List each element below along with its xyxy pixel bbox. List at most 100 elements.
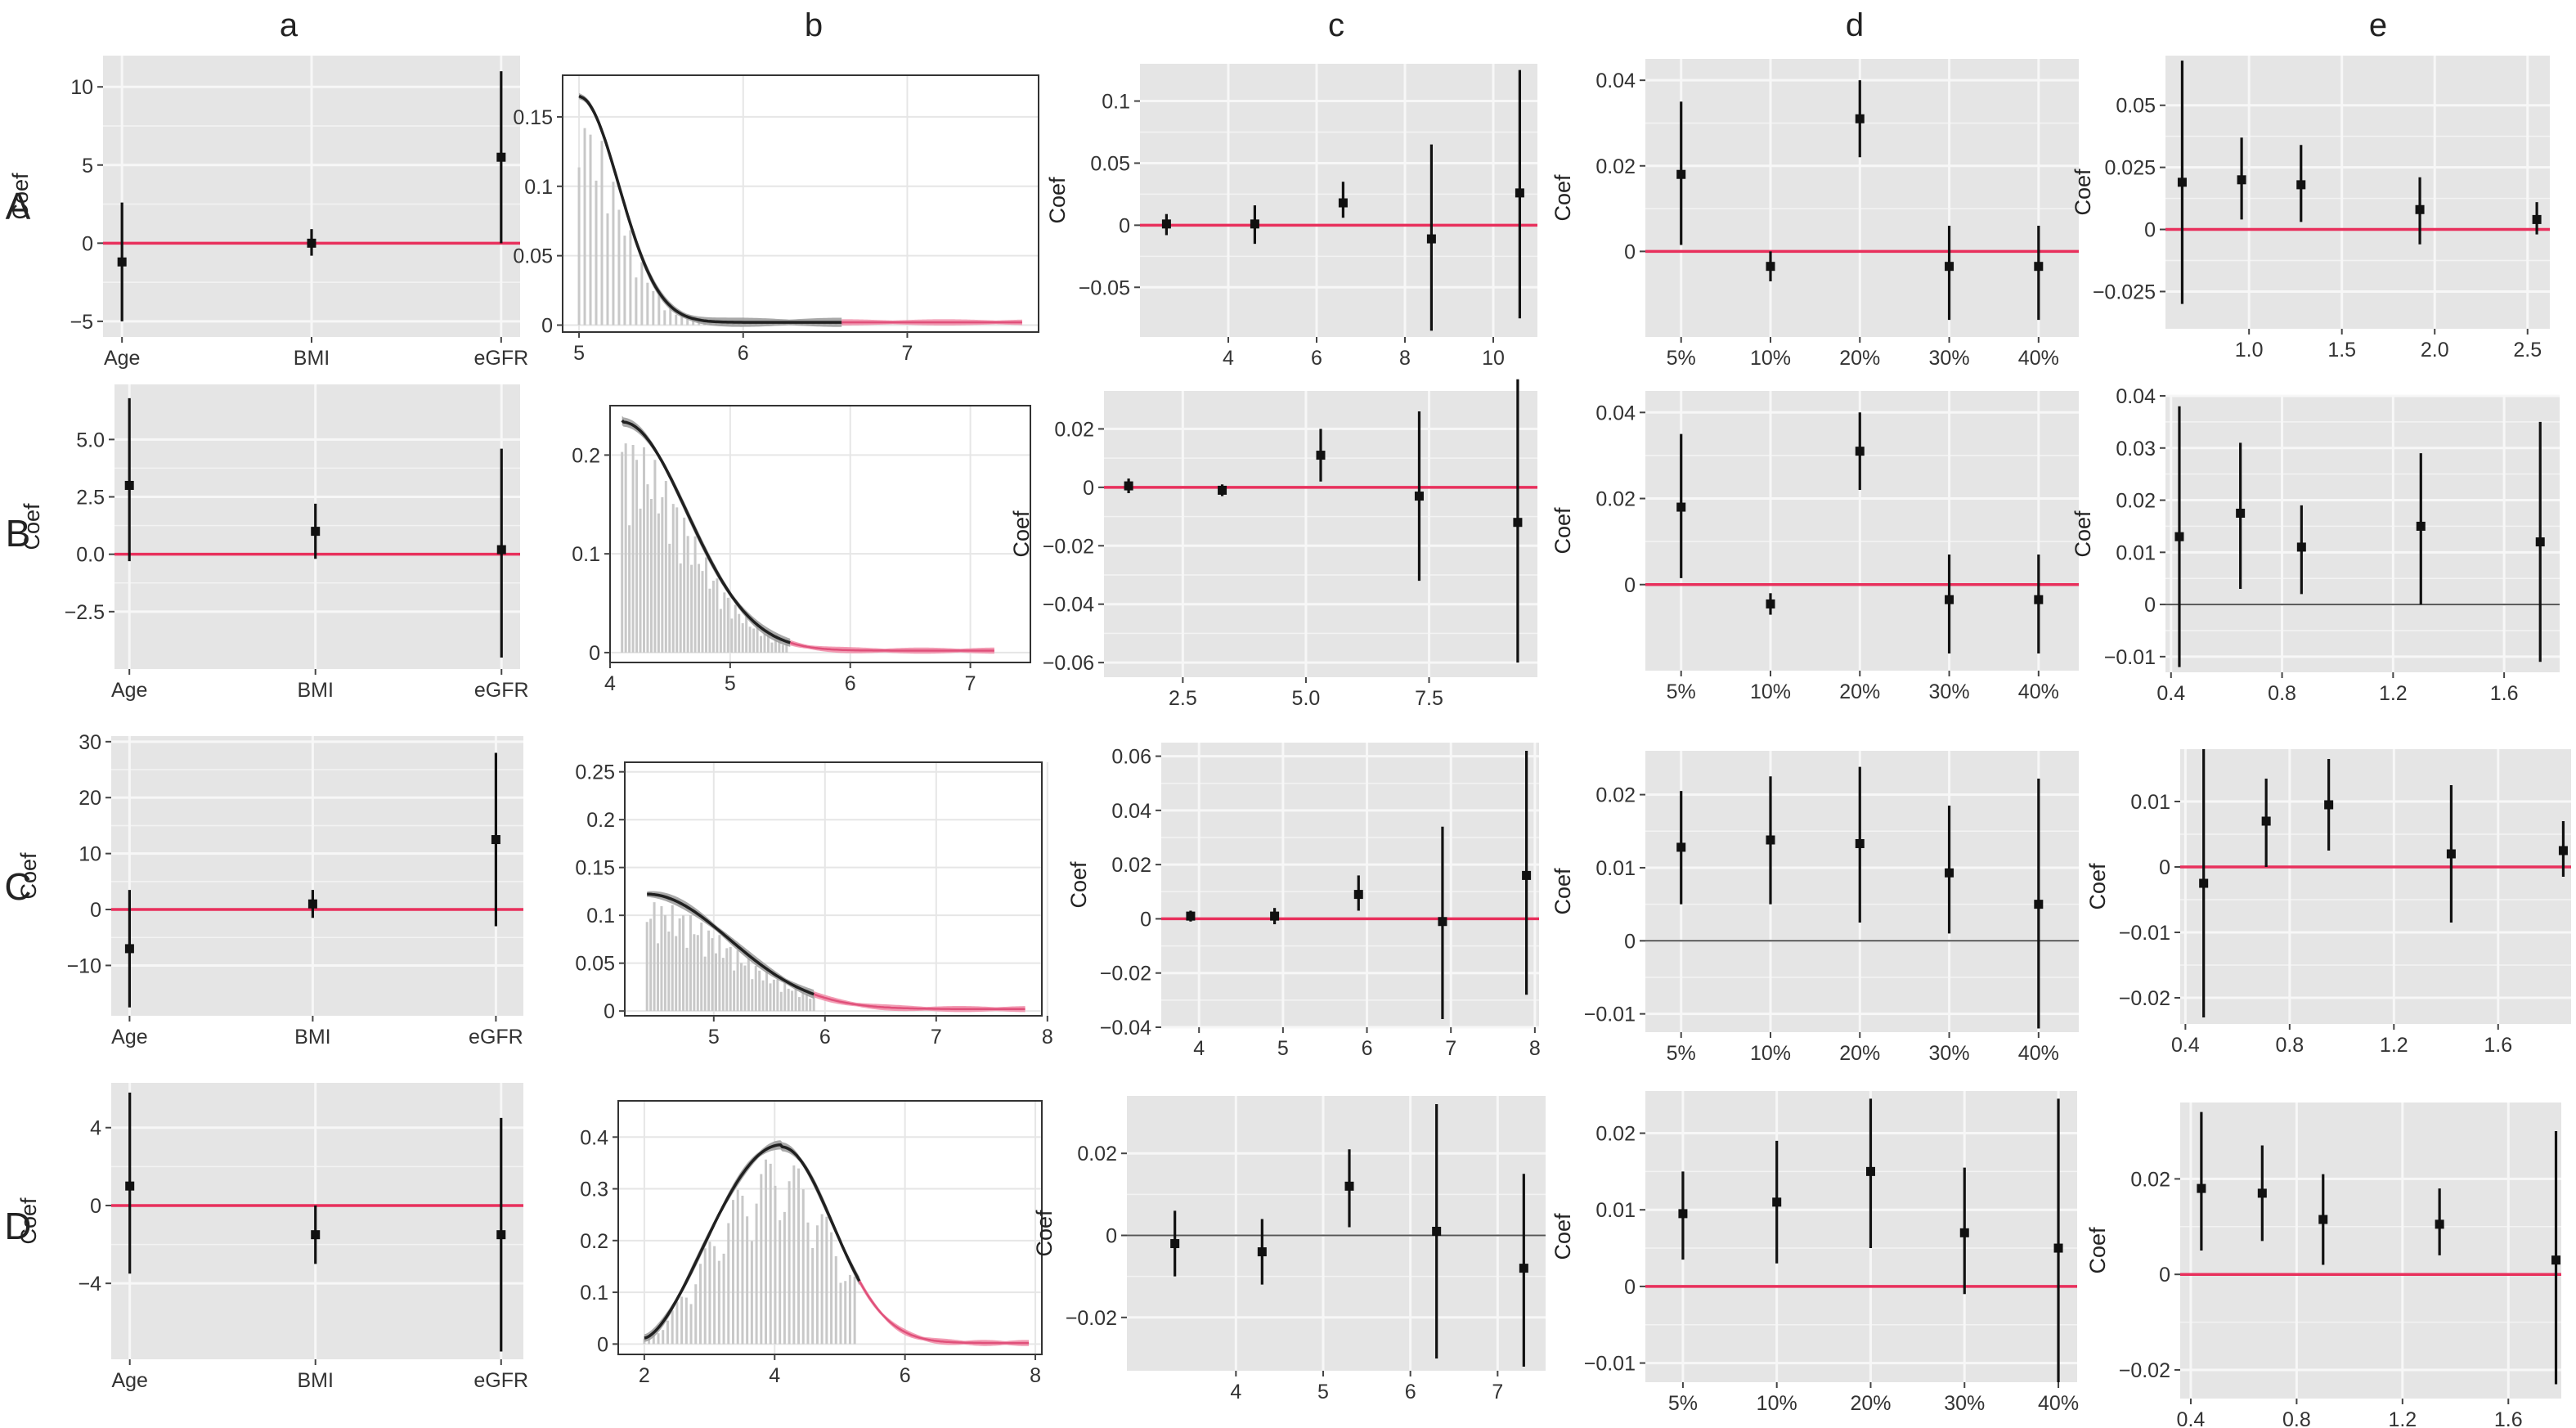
data-point: [1438, 917, 1447, 927]
y-tick-label: 0.03: [2116, 438, 2156, 460]
y-tick-label: 0.25: [575, 761, 615, 784]
x-tick-label: eGFR: [473, 1369, 528, 1392]
y-tick-label: −0.025: [2093, 281, 2156, 303]
panel-border: [617, 1100, 1043, 1355]
data-point: [1766, 835, 1775, 845]
x-tick-label: 1.2: [2380, 1034, 2408, 1057]
panel-D-b: 0 0.1 0.2 0.3 0.4 2 4 6 8: [580, 1100, 1043, 1387]
y-tick-label: 0.02: [1054, 418, 1094, 441]
x-tick-label: 7: [1492, 1381, 1503, 1403]
panel-background: [1127, 1096, 1546, 1371]
x-tick-label: BMI: [294, 347, 330, 370]
panel-background: [2165, 396, 2560, 672]
data-point: [1270, 911, 1280, 921]
y-axis-title: Coef: [2085, 1227, 2110, 1274]
density-curve-observed: [647, 892, 815, 996]
x-tick-label: 10%: [1750, 680, 1791, 703]
data-point: [311, 1230, 321, 1240]
data-point: [1519, 1264, 1528, 1273]
y-axis-title: Coef: [1551, 868, 1575, 915]
data-point: [496, 152, 506, 162]
x-tick-label: 40%: [2018, 1042, 2059, 1065]
y-tick-label: 0.025: [2104, 157, 2156, 180]
data-point: [1316, 451, 1326, 460]
data-point: [2034, 900, 2044, 909]
column-label-a: a: [280, 7, 298, 43]
panel-A-e: Coef −0.025 0 0.025 0.05 1.0 1.5 2.0 2.5: [2071, 56, 2550, 361]
data-point: [2034, 595, 2044, 604]
y-tick-label: 10: [70, 76, 93, 99]
data-point: [2177, 177, 2187, 187]
x-tick-label: 4: [1230, 1381, 1241, 1403]
y-axis-title: Coef: [16, 1197, 41, 1245]
x-tick-label: Age: [111, 1369, 147, 1392]
x-tick-label: 40%: [2018, 347, 2059, 370]
panel-C-e: Coef −0.02 −0.01 0 0.01 0.4 0.8 1.2 1.6: [2085, 749, 2571, 1057]
y-axis-title: Coef: [1551, 507, 1575, 555]
panel-A-c: Coef −0.05 0 0.05 0.1 4 6 8 10: [1045, 64, 1537, 370]
x-tick-label: 20%: [1839, 680, 1880, 703]
x-tick-label: 30%: [1929, 347, 1970, 370]
panel-background: [2180, 749, 2571, 1024]
x-tick-label: 7: [901, 342, 913, 365]
density-curve-observed: [644, 1143, 861, 1340]
data-point: [2237, 175, 2246, 185]
data-point: [1678, 1209, 1688, 1219]
x-tick-label: eGFR: [473, 347, 528, 370]
panel-A-d: Coef 0 0.02 0.04 5% 10% 20% 30% 40%: [1551, 59, 2079, 370]
x-tick-label: 1.6: [2494, 1408, 2523, 1428]
data-point: [1676, 169, 1686, 179]
panel-border: [562, 74, 1039, 333]
x-tick-label: 6: [900, 1364, 911, 1387]
y-tick-label: −10: [67, 954, 101, 977]
density-curve-observed: [621, 419, 791, 644]
y-tick-label: 30: [79, 731, 101, 754]
y-tick-label: 0: [1140, 908, 1151, 931]
x-tick-label: 4: [604, 672, 616, 695]
panel-B-d: Coef 0 0.02 0.04 5% 10% 20% 30% 40%: [1551, 391, 2079, 703]
panel-C-a: Coef −10 0 10 20 30 Age BMI eGFR: [16, 731, 523, 1049]
sample-lines: [643, 1159, 856, 1345]
data-point: [1513, 518, 1523, 528]
x-tick-label: 7.5: [1415, 687, 1443, 710]
data-point: [1257, 1247, 1267, 1257]
y-tick-label: 0.05: [575, 953, 615, 976]
data-point: [1250, 219, 1259, 229]
confidence-band-predicted: [814, 990, 1025, 1013]
x-tick-label: 5%: [1667, 680, 1696, 703]
x-tick-label: 20%: [1839, 1042, 1880, 1065]
data-point: [496, 1230, 506, 1240]
y-tick-label: 0.2: [572, 444, 600, 467]
x-tick-label: 5: [1277, 1037, 1289, 1060]
y-tick-label: 5.0: [76, 429, 105, 451]
data-point: [2199, 878, 2209, 888]
x-tick-label: 2.5: [2513, 339, 2542, 361]
x-tick-label: BMI: [294, 1026, 330, 1049]
y-axis-title: Coef: [1032, 1210, 1057, 1257]
y-tick-label: 0: [1624, 574, 1636, 597]
y-tick-label: −0.06: [1043, 652, 1094, 675]
x-tick-label: 1.0: [2235, 339, 2264, 361]
row-label-D: D: [4, 1205, 31, 1247]
x-tick-label: eGFR: [474, 679, 529, 702]
x-tick-label: 4: [1223, 347, 1234, 370]
data-point: [1959, 1228, 1969, 1237]
confidence-band-predicted: [859, 1278, 1030, 1346]
x-tick-label: 6: [1311, 347, 1322, 370]
y-tick-label: 0: [1624, 240, 1636, 263]
x-tick-label: 0.8: [2275, 1034, 2304, 1057]
y-tick-label: 0.01: [1595, 1199, 1636, 1222]
data-point: [2415, 204, 2425, 214]
data-point: [124, 944, 134, 954]
y-tick-label: 0.02: [1595, 488, 1636, 511]
y-tick-label: 0.1: [1102, 91, 1130, 114]
y-tick-label: 0.02: [1111, 854, 1151, 877]
panel-background: [1645, 751, 2079, 1032]
x-tick-label: 5: [573, 342, 585, 365]
density-curve-observed: [578, 94, 842, 324]
row-labels: A B C D: [4, 185, 31, 1247]
x-tick-label: 5%: [1668, 1392, 1698, 1415]
panel-D-a: Coef −4 0 4 Age BMI eGFR: [16, 1083, 528, 1392]
data-point: [1353, 890, 1363, 900]
